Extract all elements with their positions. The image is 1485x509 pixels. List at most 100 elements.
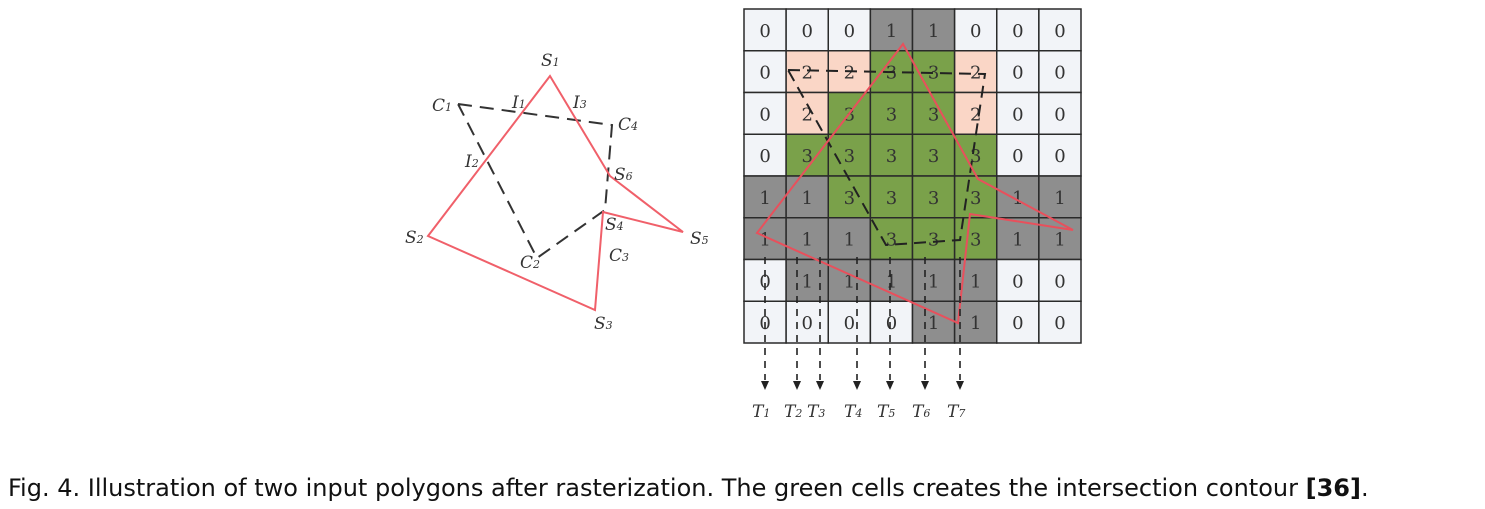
arrowhead-icon bbox=[816, 381, 824, 390]
grid-cell bbox=[953, 8, 998, 52]
caption-prefix: Fig. 4. bbox=[8, 474, 81, 502]
cell-value: 0 bbox=[1054, 63, 1065, 84]
cell-value: 1 bbox=[928, 21, 939, 42]
grid-cell bbox=[743, 8, 787, 52]
cell-value: 0 bbox=[844, 313, 855, 334]
cell-value: 1 bbox=[1054, 188, 1065, 209]
cell-value: 1 bbox=[970, 313, 981, 334]
caption-text: Illustration of two input polygons after… bbox=[87, 474, 1298, 502]
grid-cell bbox=[1038, 133, 1082, 177]
cell-value: 1 bbox=[1012, 230, 1023, 251]
cell-value: 0 bbox=[1054, 146, 1065, 167]
cell-value: 3 bbox=[970, 188, 981, 209]
cell-value: 1 bbox=[970, 271, 981, 292]
cell-value: 3 bbox=[801, 146, 812, 167]
grid-cell bbox=[911, 300, 956, 344]
cell-value: 0 bbox=[1054, 21, 1065, 42]
grid-cell bbox=[869, 300, 914, 344]
grid-cell bbox=[785, 258, 829, 302]
cell-value: 3 bbox=[886, 188, 897, 209]
tracks: T1 T2 T3 T4 T5 T6 T7 bbox=[752, 257, 965, 422]
cell-value: 0 bbox=[1054, 104, 1065, 125]
cell-value: 3 bbox=[928, 230, 939, 251]
arrowhead-icon bbox=[886, 381, 894, 390]
vertex-label-c4: C4 bbox=[618, 115, 638, 135]
grid-cell bbox=[785, 300, 829, 344]
grid-cell bbox=[743, 91, 787, 135]
track-label-t3: T3 bbox=[807, 402, 825, 422]
cell-value: 0 bbox=[1012, 271, 1023, 292]
arrowhead-icon bbox=[921, 381, 929, 390]
cell-value: 3 bbox=[886, 146, 897, 167]
grid-cell bbox=[1038, 300, 1082, 344]
grid-cell bbox=[911, 217, 956, 261]
grid-cell bbox=[996, 175, 1040, 219]
track-label-t7: T7 bbox=[947, 402, 965, 422]
raster-grid: 0 0 0 1 1 0 0 0 0 2 2 3 3 2 0 0 0 2 3 3 3 2 0 0 0 3 3 3 3 3 0 0 1 1 3 3 3 3 1 1… bbox=[743, 8, 1082, 344]
cell-value: 0 bbox=[759, 63, 770, 84]
cell-value: 1 bbox=[1012, 188, 1023, 209]
cell-value: 2 bbox=[970, 104, 981, 125]
cell-value: 1 bbox=[886, 21, 897, 42]
cell-value: 1 bbox=[759, 230, 770, 251]
grid-cell bbox=[785, 50, 829, 94]
arrowhead-icon bbox=[853, 381, 861, 390]
cell-value: 0 bbox=[886, 313, 897, 334]
cell-value: 0 bbox=[759, 104, 770, 125]
cell-value: 1 bbox=[844, 271, 855, 292]
cell-value: 2 bbox=[970, 63, 981, 84]
cell-value: 3 bbox=[844, 146, 855, 167]
cell-value: 3 bbox=[970, 146, 981, 167]
caption-suffix: . bbox=[1360, 474, 1369, 502]
cell-value: 1 bbox=[928, 271, 939, 292]
subject-polygon-raster bbox=[755, 42, 1074, 325]
grid-cell bbox=[1038, 175, 1082, 219]
vertex-label-s3: S3 bbox=[594, 314, 613, 334]
intersection-label-i2: I2 bbox=[464, 152, 479, 172]
grid-cell bbox=[869, 91, 914, 135]
cell-value: 0 bbox=[759, 146, 770, 167]
arrowhead-icon bbox=[956, 381, 964, 390]
cell-value: 3 bbox=[928, 188, 939, 209]
grid-cell bbox=[953, 258, 998, 302]
cell-value: 0 bbox=[1012, 146, 1023, 167]
track-label-t1: T1 bbox=[752, 402, 770, 422]
cell-value: 1 bbox=[801, 271, 812, 292]
grid-cell bbox=[743, 175, 787, 219]
cell-value: 1 bbox=[801, 230, 812, 251]
cell-value: 3 bbox=[928, 146, 939, 167]
intersection-label-i3: I3 bbox=[572, 93, 587, 113]
cell-value: 3 bbox=[886, 104, 897, 125]
cell-value: 3 bbox=[928, 104, 939, 125]
vertex-label-s2: S2 bbox=[405, 228, 424, 248]
grid-cell bbox=[996, 8, 1040, 52]
cell-value: 0 bbox=[759, 21, 770, 42]
grid-cell bbox=[785, 8, 829, 52]
cell-value: 1 bbox=[801, 188, 812, 209]
vertex-label-c3: C3 bbox=[609, 246, 629, 266]
left-diagram: S1 S2 S3 S4 S5 S6 C1 C2 C3 C4 I1 I2 I3 bbox=[405, 51, 709, 334]
cell-value: 0 bbox=[970, 21, 981, 42]
cell-value: 0 bbox=[1012, 104, 1023, 125]
cell-value: 0 bbox=[1054, 271, 1065, 292]
cell-value: 1 bbox=[1054, 230, 1065, 251]
cell-value: 3 bbox=[970, 230, 981, 251]
cell-value: 0 bbox=[801, 313, 812, 334]
track-label-t5: T5 bbox=[877, 402, 895, 422]
cell-value: 0 bbox=[1012, 21, 1023, 42]
vertex-label-s4: S4 bbox=[605, 215, 624, 235]
grid-cell bbox=[827, 300, 872, 344]
cell-value: 2 bbox=[801, 104, 812, 125]
caption-ref-link[interactable]: [36] bbox=[1305, 474, 1361, 502]
cell-value: 3 bbox=[886, 63, 897, 84]
cell-value: 1 bbox=[844, 230, 855, 251]
vertex-label-c2: C2 bbox=[520, 253, 540, 273]
cell-value: 0 bbox=[801, 21, 812, 42]
vertex-label-s1: S1 bbox=[541, 51, 560, 71]
subject-polygon bbox=[426, 74, 684, 312]
cell-value: 1 bbox=[886, 271, 897, 292]
grid-cell bbox=[911, 133, 956, 177]
grid-overlay bbox=[755, 42, 1074, 325]
vertex-label-s5: S5 bbox=[690, 229, 709, 249]
intersection-label-i1: I1 bbox=[511, 93, 526, 113]
